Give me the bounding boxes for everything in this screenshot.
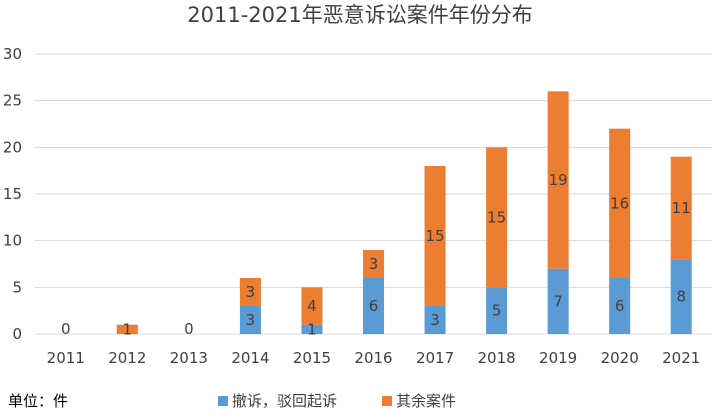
data-label: 5 — [492, 302, 502, 320]
data-label: 16 — [610, 194, 629, 212]
data-label: 3 — [246, 311, 256, 329]
bar-segment-series-0 — [301, 324, 323, 334]
legend-label: 撤诉，驳回起诉 — [232, 392, 337, 410]
x-axis: 2011 2012 2013 2014 2015 2016 2017 2018 2019 2020… — [47, 349, 701, 367]
legend: 撤诉，驳回起诉 其余案件 — [218, 392, 456, 410]
y-tick-label: 0 — [12, 325, 22, 343]
bar-segment-series-1 — [424, 166, 446, 306]
data-label: 1 — [123, 320, 133, 338]
x-tick-label: 2012 — [108, 349, 146, 367]
data-label: 0 — [184, 320, 194, 338]
data-label: 15 — [487, 208, 506, 226]
x-tick-label: 2013 — [170, 349, 208, 367]
bar-segment-series-1 — [116, 324, 138, 334]
data-label: 6 — [615, 297, 625, 315]
y-tick-label: 25 — [3, 92, 22, 110]
bar-segment-series-1 — [486, 147, 508, 288]
y-tick-label: 15 — [3, 185, 22, 203]
bar-segment-series-0 — [239, 306, 261, 334]
y-tick-label: 10 — [3, 232, 22, 250]
data-label: 3 — [369, 255, 379, 273]
data-labels: 0 1 0 3 3 1 4 6 3 3 15 5 15 7 19 6 16 8 11 — [61, 171, 691, 338]
y-tick-label: 5 — [12, 278, 22, 296]
data-label: 4 — [307, 297, 317, 315]
x-tick-label: 2018 — [477, 349, 515, 367]
x-tick-label: 2011 — [47, 349, 85, 367]
bar-segment-series-0 — [670, 259, 692, 334]
x-tick-label: 2014 — [231, 349, 269, 367]
x-tick-label: 2020 — [601, 349, 639, 367]
data-label: 3 — [246, 283, 256, 301]
x-tick-label: 2021 — [662, 349, 700, 367]
data-label: 19 — [549, 171, 568, 189]
bar-segment-series-1 — [239, 278, 261, 306]
chart-title: 2011-2021年恶意诉讼案件年份分布 — [187, 3, 532, 27]
y-axis: 0 5 10 15 20 25 30 — [3, 45, 22, 343]
bars — [116, 91, 692, 334]
bar-segment-series-1 — [670, 156, 692, 260]
bar-segment-series-1 — [301, 287, 323, 325]
grid-lines — [35, 53, 712, 335]
bar-segment-series-0 — [424, 306, 446, 334]
data-label: 1 — [307, 320, 317, 338]
data-label: 8 — [676, 288, 686, 306]
data-label: 0 — [61, 320, 71, 338]
data-label: 15 — [425, 227, 444, 245]
y-tick-label: 20 — [3, 138, 22, 156]
bar-segment-series-0 — [363, 278, 384, 334]
data-label: 3 — [430, 311, 440, 329]
bar-segment-series-0 — [486, 287, 508, 334]
y-tick-label: 30 — [3, 45, 22, 63]
x-tick-label: 2016 — [354, 349, 392, 367]
data-label: 6 — [369, 297, 379, 315]
legend-label: 其余案件 — [396, 392, 456, 410]
x-tick-label: 2019 — [539, 349, 577, 367]
data-label: 7 — [553, 292, 563, 310]
legend-swatch — [382, 396, 392, 406]
bar-segment-series-1 — [609, 128, 631, 278]
bar-segment-series-1 — [547, 91, 569, 269]
x-tick-label: 2017 — [416, 349, 454, 367]
bar-segment-series-0 — [547, 268, 569, 334]
data-label: 11 — [672, 199, 691, 217]
unit-note: 单位：件 — [8, 392, 68, 410]
bar-segment-series-0 — [609, 278, 631, 334]
x-tick-label: 2015 — [293, 349, 331, 367]
legend-swatch — [218, 396, 228, 406]
bar-segment-series-1 — [363, 250, 384, 278]
